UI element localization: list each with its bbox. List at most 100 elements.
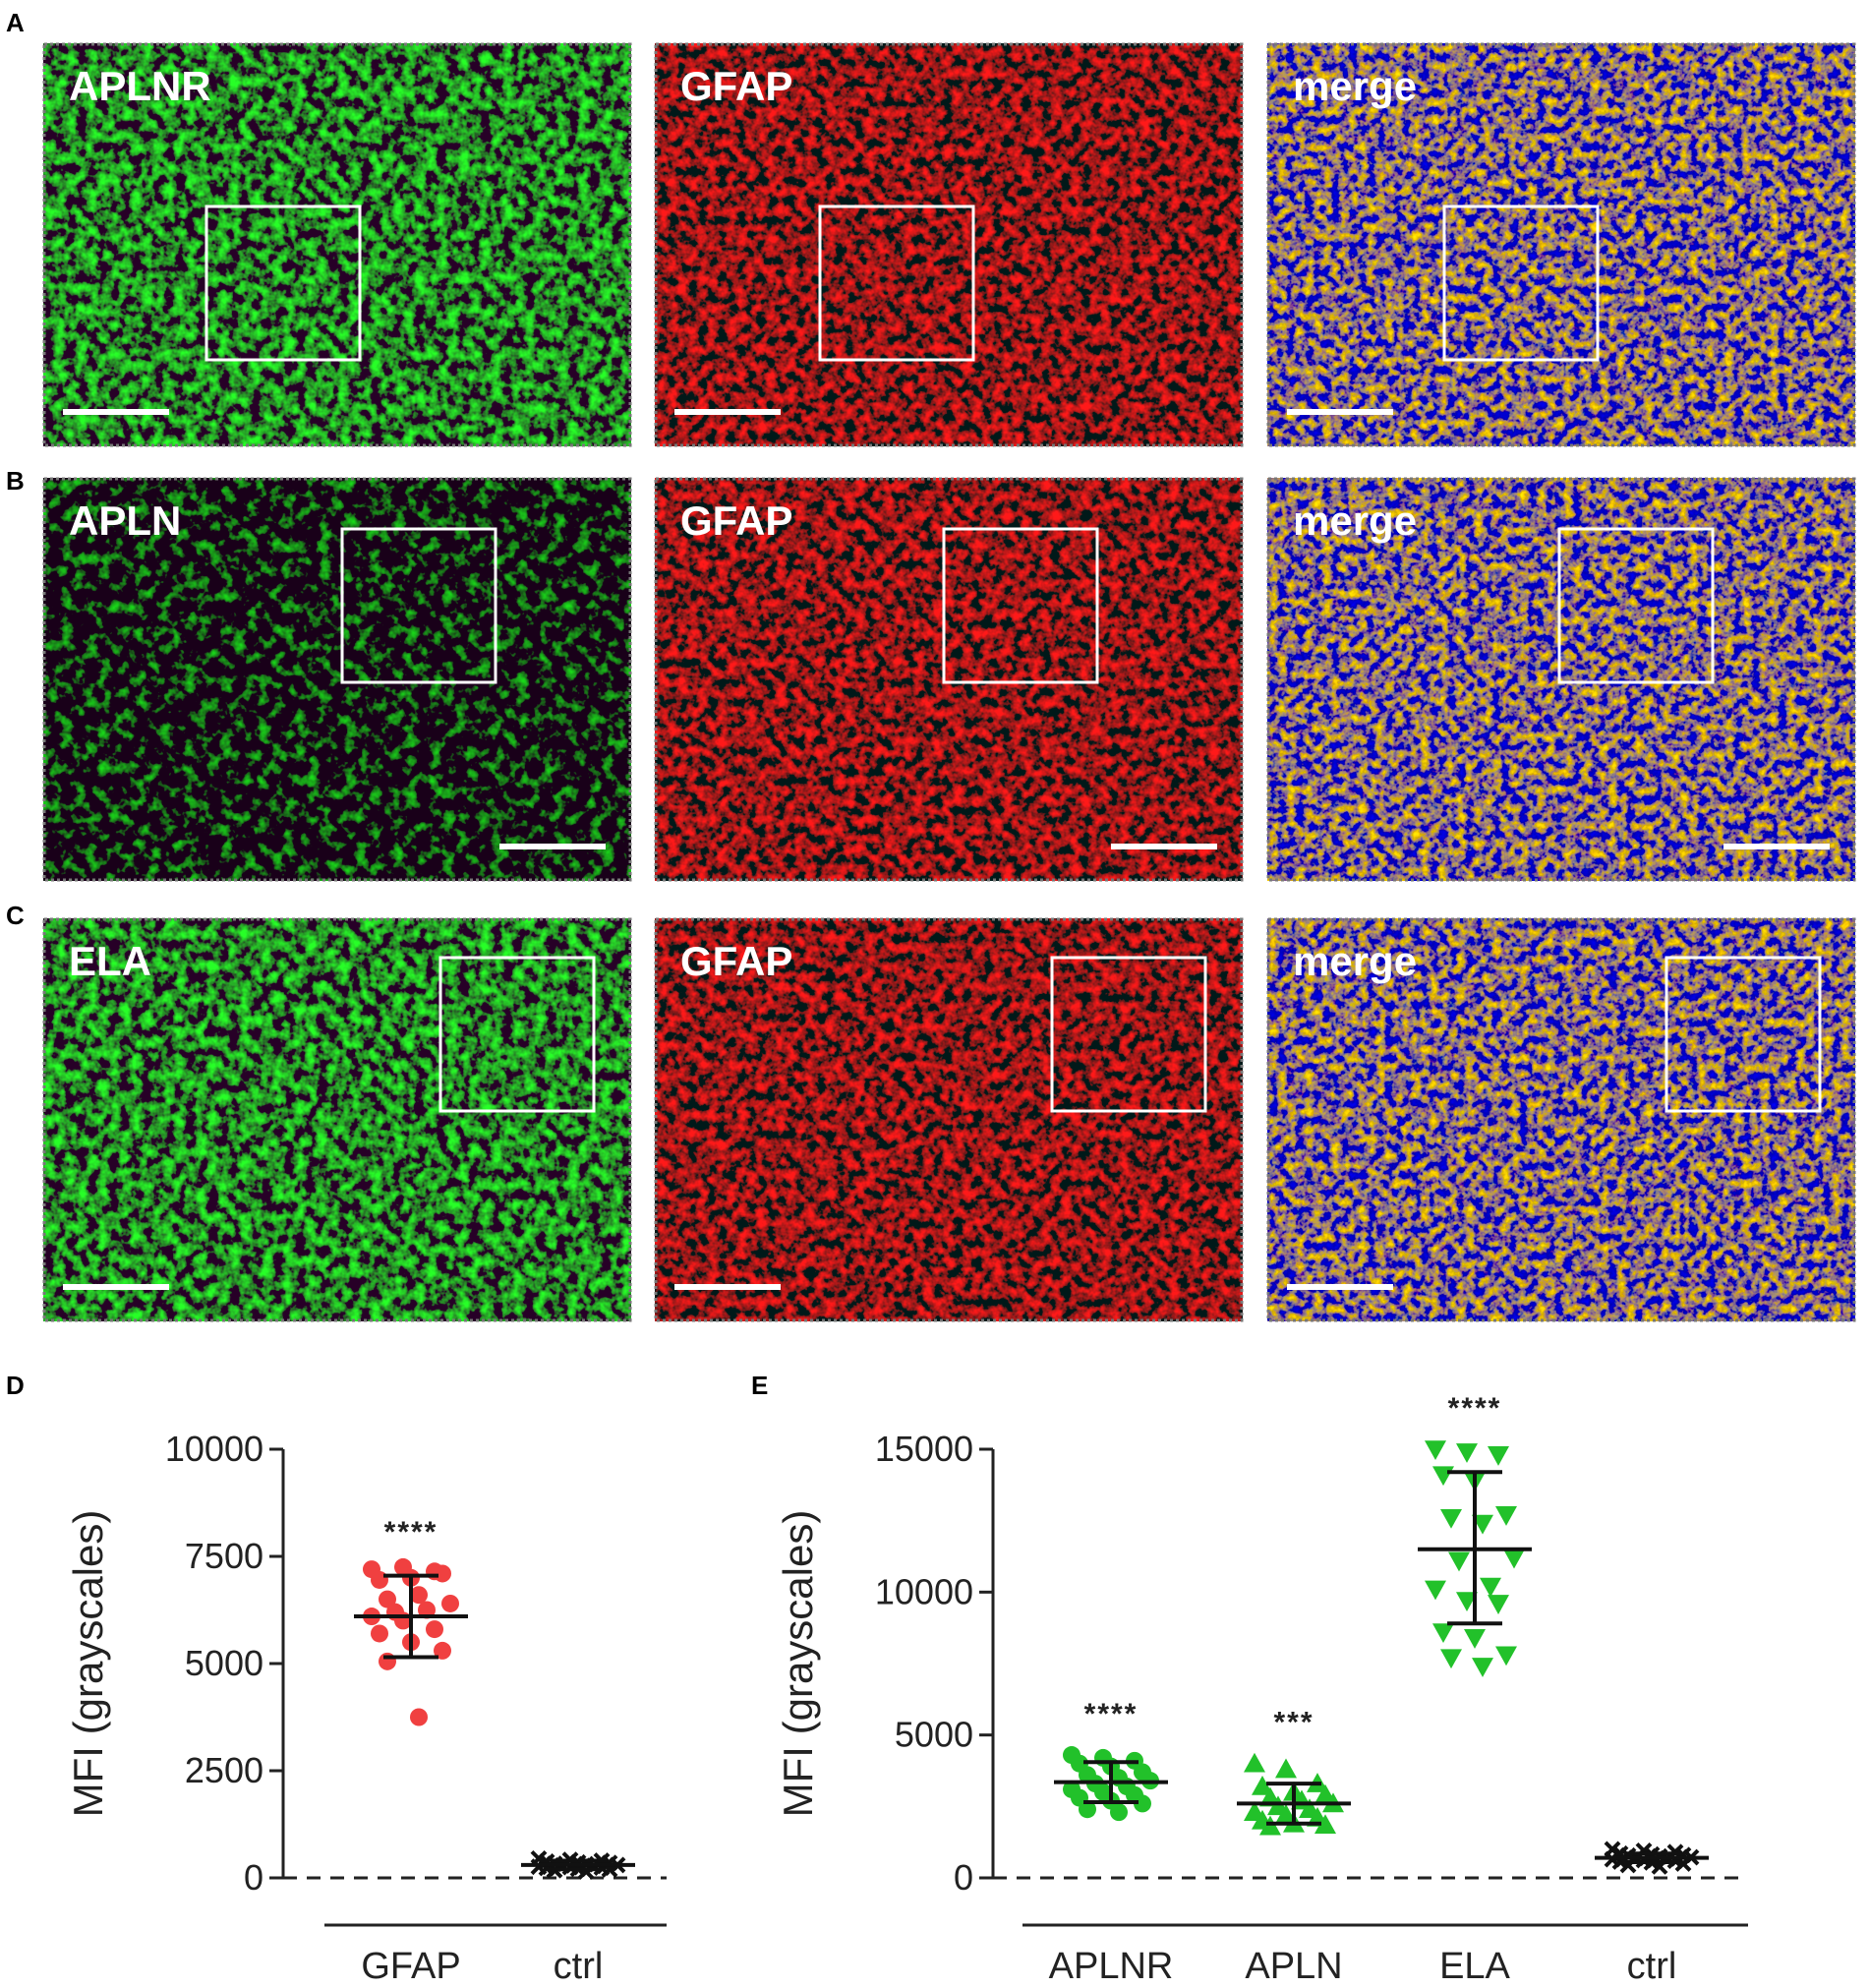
zoom-inset-box: [1050, 956, 1207, 1113]
data-point: [1425, 1440, 1446, 1460]
data-point: [1244, 1752, 1265, 1773]
micrograph-label: merge: [1293, 938, 1417, 984]
micrograph-border: [42, 42, 632, 447]
scale-bar: [63, 1284, 169, 1290]
significance-label: ****: [1084, 1698, 1139, 1730]
scale-bar: [674, 409, 781, 415]
data-point: [379, 1590, 396, 1608]
micrograph-a-aplnr: APLNR: [42, 42, 632, 447]
y-tick-label: 10000: [165, 1429, 263, 1469]
data-point: [1472, 1514, 1493, 1535]
data-point: [1480, 1577, 1501, 1598]
data-point: [1314, 1814, 1336, 1835]
y-tick-label: 5000: [895, 1715, 973, 1755]
zoom-inset-box: [204, 205, 362, 362]
data-point: [441, 1594, 459, 1612]
data-point: [1079, 1800, 1096, 1819]
scale-bar: [63, 409, 169, 415]
data-point: [1110, 1803, 1128, 1822]
scale-bar: [674, 1284, 781, 1290]
micrograph-border: [42, 477, 632, 882]
y-tick-label: 7500: [185, 1536, 263, 1576]
data-point: [1472, 1658, 1493, 1677]
micrograph-a-gfap: GFAP: [654, 42, 1244, 447]
micrograph-texture: [1267, 478, 1855, 881]
micrograph-texture: [655, 478, 1243, 881]
y-tick-label: 2500: [185, 1750, 263, 1790]
scale-bar: [499, 844, 606, 849]
panel-letter-e: E: [751, 1371, 768, 1400]
x-category-label: ELA: [1439, 1946, 1510, 1987]
micrograph-label: APLNR: [69, 63, 211, 109]
data-point: [1440, 1649, 1462, 1669]
data-point: [1464, 1629, 1486, 1649]
series-ela: ELA ****: [1418, 1392, 1532, 1987]
micrograph-b-merge: merge: [1266, 477, 1856, 882]
x-category-label: GFAP: [361, 1946, 460, 1987]
micrograph-label: merge: [1293, 497, 1417, 544]
zoom-inset-box: [438, 956, 596, 1113]
micrograph-c-merge: merge: [1266, 917, 1856, 1322]
micrograph-border: [42, 917, 632, 1322]
panel-letter-b: B: [6, 466, 25, 496]
scale-bar: [1111, 844, 1217, 849]
zoom-inset-box: [1442, 205, 1600, 362]
micrograph-texture: [655, 918, 1243, 1321]
data-point: [434, 1641, 451, 1660]
micrograph-texture: [1267, 918, 1855, 1321]
micrograph-label: GFAP: [680, 938, 792, 984]
data-point: [1425, 1580, 1446, 1601]
data-point: [1448, 1551, 1470, 1572]
zoom-inset-box: [1557, 527, 1715, 684]
data-point: [1432, 1466, 1454, 1487]
micrograph-c-ela: ELA: [42, 917, 632, 1322]
micrograph-texture: [43, 43, 631, 446]
data-point: [1495, 1506, 1517, 1526]
data-point: [1503, 1549, 1525, 1569]
micrograph-border: [654, 917, 1244, 1322]
x-category-label: APLNR: [1049, 1946, 1174, 1987]
data-point: [1432, 1623, 1454, 1644]
data-point: [1456, 1592, 1478, 1612]
zoom-inset-box: [340, 527, 497, 684]
micrograph-label: GFAP: [680, 63, 792, 109]
micrograph-grid: APLNR GFAP merge APLN GFAP merge ELA GFAP merge: [42, 42, 1856, 1322]
series-ctrl: ctrl: [521, 1849, 635, 1987]
data-point: [1488, 1595, 1509, 1614]
y-tick-label: 15000: [875, 1429, 973, 1469]
panel-letter-d: D: [6, 1371, 25, 1400]
data-point: [1440, 1508, 1462, 1529]
micrograph-c-gfap: GFAP: [654, 917, 1244, 1322]
panel-letter-c: C: [6, 901, 25, 930]
significance-label: ****: [1448, 1392, 1502, 1425]
x-category-label: ctrl: [1627, 1946, 1677, 1987]
zoom-inset-box: [818, 205, 975, 362]
micrograph-label: APLN: [69, 497, 181, 544]
significance-label: ****: [384, 1516, 438, 1549]
micrograph-border: [1266, 917, 1856, 1322]
scale-bar: [1723, 844, 1830, 849]
data-point: [410, 1586, 428, 1605]
scale-bar: [1287, 1284, 1393, 1290]
micrograph-texture: [43, 478, 631, 881]
scale-bar: [1287, 409, 1393, 415]
y-axis-title: MFI (grayscales): [775, 1510, 821, 1818]
x-category-label: APLN: [1245, 1946, 1342, 1987]
micrograph-label: merge: [1293, 63, 1417, 109]
series-ctrl: ctrl: [1595, 1841, 1709, 1987]
data-point: [1252, 1775, 1273, 1795]
data-point: [426, 1620, 443, 1639]
series-gfap: GFAP ****: [354, 1516, 468, 1987]
y-tick-label: 10000: [875, 1571, 973, 1611]
micrograph-texture: [655, 43, 1243, 446]
micrograph-label: ELA: [69, 938, 151, 984]
micrograph-border: [1266, 42, 1856, 447]
micrograph-a-merge: merge: [1266, 42, 1856, 447]
x-category-label: ctrl: [554, 1946, 604, 1987]
y-tick-label: 0: [244, 1857, 263, 1898]
y-tick-label: 5000: [185, 1643, 263, 1683]
zoom-inset-box: [942, 527, 1099, 684]
significance-label: ***: [1273, 1707, 1314, 1739]
